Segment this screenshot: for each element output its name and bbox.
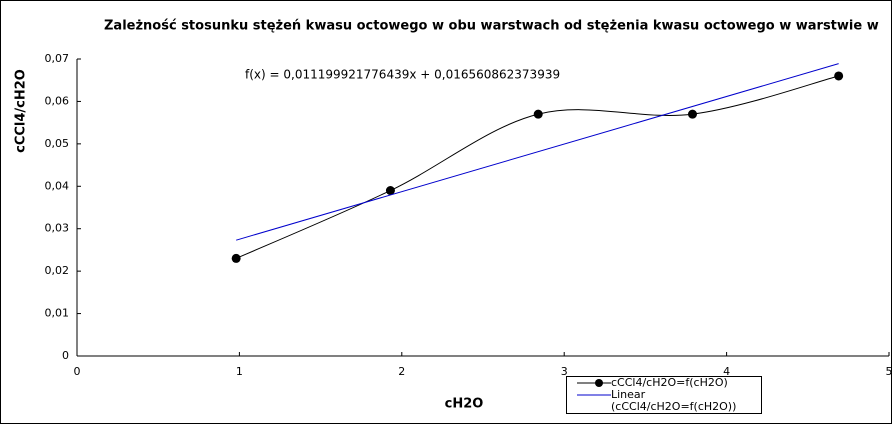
- x-tick-label: 2: [398, 365, 405, 378]
- point: [834, 71, 844, 81]
- point: [533, 109, 543, 119]
- x-tick-label: 5: [886, 365, 892, 378]
- y-tick-label: 0,07: [45, 52, 70, 65]
- point: [231, 253, 241, 263]
- y-tick-label: 0,03: [45, 222, 70, 235]
- x-tick-label: 0: [74, 365, 81, 378]
- legend-label: cCCl4/cH2O=f(cH2O): [611, 376, 728, 389]
- x-tick-label: 4: [723, 365, 730, 378]
- annotation: f(x) = 0,011199921776439x + 0,0165608623…: [245, 68, 560, 82]
- y-tick-label: 0,01: [45, 307, 70, 320]
- x-tick-label: 3: [561, 365, 568, 378]
- y-tick-label: 0,06: [45, 94, 70, 107]
- x-axis-label: cH2O: [445, 397, 484, 412]
- series-line: [236, 63, 839, 241]
- x-tick-label: 1: [236, 365, 243, 378]
- legend-swatch: [577, 394, 611, 396]
- point: [385, 186, 395, 196]
- legend-marker: [595, 379, 603, 387]
- y-tick-label: 0: [62, 349, 69, 362]
- series-line: [235, 75, 839, 259]
- y-tick-label: 0,04: [45, 179, 70, 192]
- point: [687, 109, 697, 119]
- y-tick-label: 0,05: [45, 137, 70, 150]
- y-tick-label: 0,02: [45, 264, 70, 277]
- legend-label: Linear (cCCl4/cH2O=f(cH2O)): [611, 388, 737, 413]
- y-axis-label: cCCl4/cH2O: [14, 69, 29, 153]
- legend: cCCl4/cH2O=f(cH2O) Linear (cCCl4/cH2O=f(c…: [566, 376, 762, 414]
- legend-entry: Linear (cCCl4/cH2O=f(cH2O)): [567, 389, 761, 413]
- chart-title: Zależność stosunku stężeń kwasu octowego…: [104, 19, 879, 34]
- legend-swatch: [577, 379, 611, 387]
- legend-entry: cCCl4/cH2O=f(cH2O): [567, 377, 761, 389]
